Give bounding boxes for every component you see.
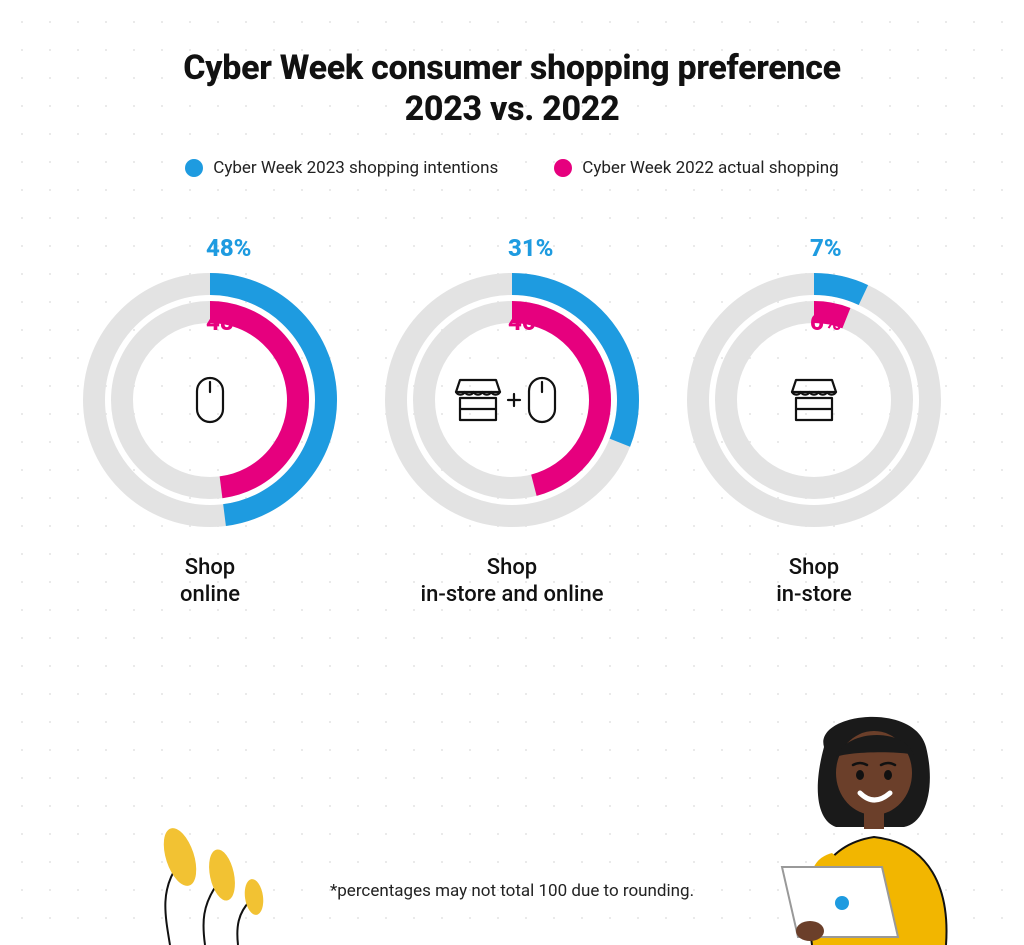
donut-both: 31%46%: [382, 270, 642, 530]
donut-instore: 7%6%: [684, 270, 944, 530]
store-plus-mouse-icon: [456, 378, 555, 422]
person-illustration: [754, 695, 984, 945]
store-icon: [792, 380, 836, 420]
title-line-1: Cyber Week consumer shopping preference: [183, 48, 841, 88]
legend-label-2023: Cyber Week 2023 shopping intentions: [213, 158, 498, 178]
legend-label-2022: Cyber Week 2022 actual shopping: [582, 158, 838, 178]
inner-pct-both: 46%: [508, 308, 553, 336]
chart-title: Cyber Week consumer shopping preference …: [40, 48, 984, 130]
chart-instore: 7%6% Shop in-store: [674, 270, 954, 609]
inner-pct-instore: 6%: [810, 308, 842, 336]
chart-online: 48%48% Shop online: [70, 270, 350, 609]
outer-pct-online: 48%: [206, 234, 251, 262]
footnote: *percentages may not total 100 due to ro…: [330, 881, 694, 901]
chart-label-instore: Shop in-store: [776, 554, 852, 609]
plant-illustration: [110, 805, 310, 945]
legend-dot-2022: [554, 159, 572, 177]
inner-pct-online: 48%: [206, 308, 251, 336]
chart-both: 31%46% Shop in-store and online: [372, 270, 652, 609]
legend: Cyber Week 2023 shopping intentions Cybe…: [40, 158, 984, 178]
legend-item-2023: Cyber Week 2023 shopping intentions: [185, 158, 498, 178]
legend-item-2022: Cyber Week 2022 actual shopping: [554, 158, 838, 178]
outer-pct-instore: 7%: [810, 234, 842, 262]
outer-pct-both: 31%: [508, 234, 553, 262]
chart-label-both: Shop in-store and online: [421, 554, 604, 609]
mouse-icon: [197, 378, 223, 422]
plant-leaves: [157, 824, 265, 916]
charts-row: 48%48% Shop online 31%46% Shop in-store and…: [40, 270, 984, 609]
title-line-2: 2023 vs. 2022: [405, 89, 620, 129]
donut-online: 48%48%: [80, 270, 340, 530]
legend-dot-2023: [185, 159, 203, 177]
chart-label-online: Shop online: [180, 554, 240, 609]
